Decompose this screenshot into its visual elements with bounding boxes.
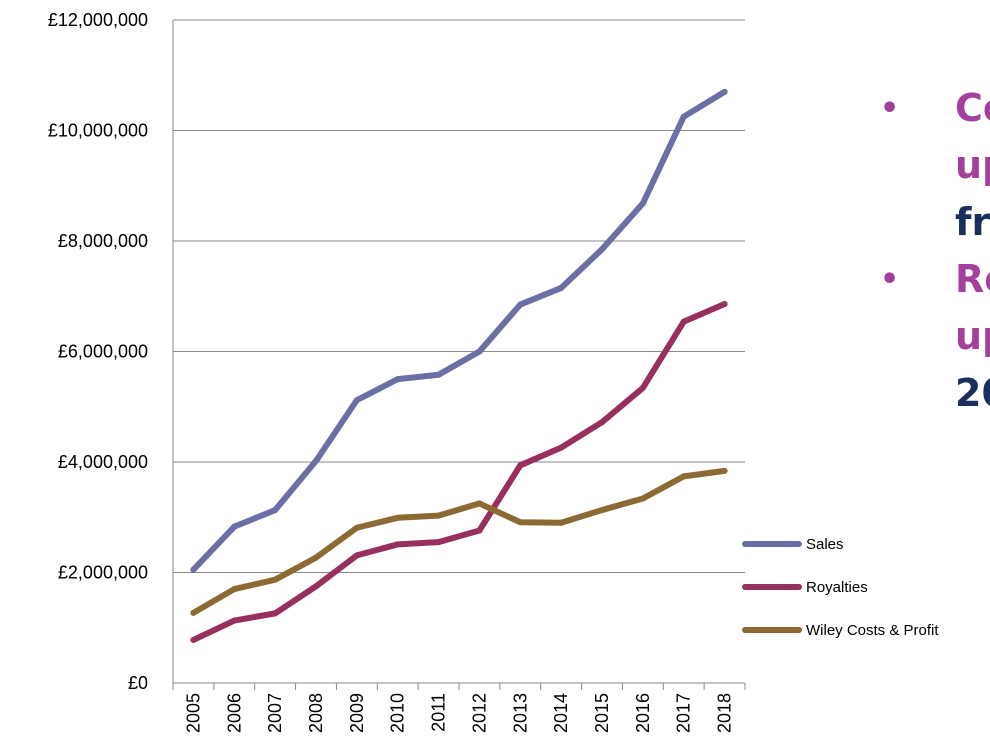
series-line-1 (190, 88, 728, 573)
bullet-2-line-1: Ro (955, 257, 990, 301)
data-point (639, 495, 646, 502)
x-tick-label: 2006 (224, 693, 244, 733)
x-tick-label: 2011 (429, 693, 449, 732)
data-point (353, 397, 360, 404)
data-point (721, 467, 728, 474)
y-tick-label: £12,000,000 (48, 10, 148, 30)
data-point (721, 300, 728, 307)
x-tick-label: 2014 (551, 693, 571, 733)
data-point (599, 507, 605, 514)
data-point (353, 524, 360, 531)
data-point (558, 519, 565, 526)
data-point (517, 462, 524, 469)
data-point (394, 514, 401, 521)
data-point (435, 371, 442, 378)
data-point (394, 376, 401, 383)
x-tick-label: 2017 (674, 693, 694, 733)
data-point (435, 512, 442, 519)
data-point (231, 617, 238, 624)
data-point (231, 586, 238, 593)
data-point (190, 609, 197, 616)
data-point (639, 200, 646, 207)
bullet-list: • Co up fr • Ro up 20 (880, 80, 990, 422)
x-tick-label: 2013 (510, 693, 530, 733)
data-point (558, 444, 565, 451)
data-point (313, 457, 319, 464)
x-tick-label: 2015 (592, 693, 612, 733)
y-tick-label: £2,000,000 (58, 563, 148, 583)
bullet-item-2: • Ro up 20 (880, 251, 990, 422)
y-tick-label: £10,000,000 (48, 121, 148, 141)
x-tick-label: 2010 (388, 693, 408, 733)
data-point (558, 284, 565, 291)
data-point (680, 113, 687, 120)
data-point (680, 473, 687, 480)
data-point (599, 246, 605, 253)
bullet-dot: • (880, 91, 900, 126)
legend-label-2: Royalties (806, 579, 868, 596)
series-line-3 (190, 467, 728, 616)
data-point (353, 552, 360, 559)
bullet-2-line-2: up (955, 314, 990, 358)
x-tick-label: 2007 (265, 693, 285, 733)
bullet-item-1: • Co up fr (880, 80, 990, 251)
x-tick-label: 2008 (306, 693, 326, 733)
legend-label-3: Wiley Costs & Profit (806, 622, 939, 639)
data-point (313, 583, 319, 590)
x-tick-label: 2016 (633, 693, 653, 733)
y-tick-label: £6,000,000 (58, 342, 148, 362)
bullet-1-line-1: Co (955, 86, 990, 130)
y-tick-label: £4,000,000 (58, 452, 148, 472)
bullet-dot: • (880, 262, 900, 297)
data-point (435, 539, 442, 546)
y-tick-label: £0 (128, 673, 148, 693)
data-point (190, 566, 197, 573)
data-point (394, 541, 401, 548)
y-tick-label: £8,000,000 (58, 231, 148, 251)
data-point (476, 500, 483, 507)
bullet-1-line-3: fr (955, 200, 990, 244)
data-point (313, 554, 319, 561)
data-point (680, 318, 687, 325)
data-point (639, 384, 646, 391)
x-tick-label: 2009 (347, 693, 367, 733)
bullet-1-line-2: up (955, 143, 990, 187)
x-tick-label: 2005 (183, 693, 203, 733)
data-point (476, 348, 483, 355)
data-point (272, 610, 279, 617)
data-point (272, 576, 279, 583)
data-point (190, 636, 197, 643)
data-point (517, 519, 524, 526)
data-point (272, 507, 279, 514)
bullet-2-line-3: 20 (955, 371, 990, 415)
series-line-2 (190, 300, 728, 643)
x-tick-label: 2018 (715, 693, 735, 733)
x-tick-label: 2012 (469, 693, 489, 733)
data-point (721, 88, 728, 95)
data-point (599, 419, 605, 426)
data-point (231, 523, 238, 530)
data-point (476, 527, 483, 534)
data-point (517, 301, 524, 308)
legend-label-1: Sales (806, 536, 844, 553)
